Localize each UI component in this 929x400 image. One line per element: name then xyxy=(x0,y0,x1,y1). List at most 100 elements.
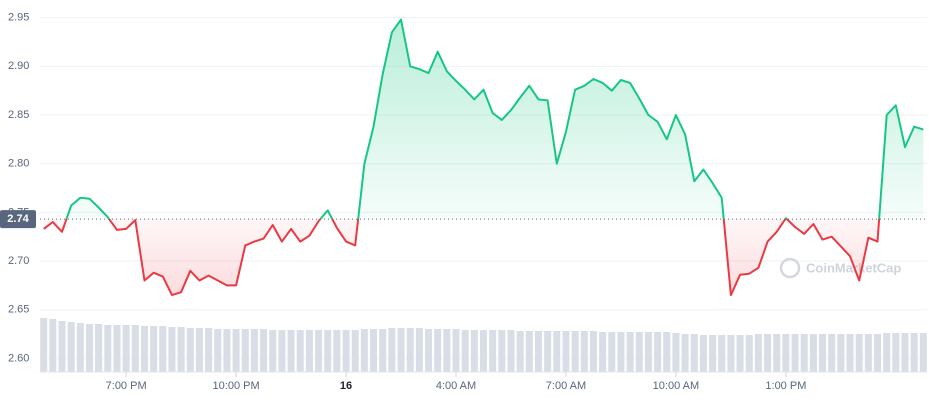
volume-bar xyxy=(571,331,579,372)
volume-bar xyxy=(672,333,680,372)
volume-bar xyxy=(498,330,506,372)
volume-bar xyxy=(260,329,268,372)
volume-bar xyxy=(296,330,304,372)
volume-bar xyxy=(150,326,158,372)
volume-bar xyxy=(223,329,231,372)
x-tick-label: 7:00 PM xyxy=(106,380,147,392)
x-tick-label: 1:00 PM xyxy=(765,380,806,392)
volume-bar xyxy=(736,335,744,372)
volume-bar xyxy=(406,328,414,372)
volume-bar xyxy=(709,335,717,372)
volume-bar xyxy=(562,331,570,372)
volume-bar xyxy=(315,330,323,372)
volume-bar xyxy=(342,330,350,372)
volume-bar xyxy=(205,328,213,372)
volume-bar xyxy=(791,334,799,372)
volume-bar xyxy=(525,331,533,372)
volume-bar xyxy=(49,319,57,372)
volume-bar xyxy=(883,333,891,372)
y-tick-label: 2.60 xyxy=(8,352,29,364)
area-fill xyxy=(43,19,924,296)
volume-bar xyxy=(415,328,423,372)
volume-bar xyxy=(608,332,616,372)
volume-bar xyxy=(589,331,597,372)
volume-bar xyxy=(379,329,387,372)
volume-bar xyxy=(370,329,378,372)
volume-bar xyxy=(534,331,542,372)
volume-bar xyxy=(333,330,341,372)
y-tick-label: 2.65 xyxy=(8,304,29,316)
volume-bar xyxy=(819,334,827,372)
x-tick-label: 10:00 PM xyxy=(213,380,260,392)
volume-bar xyxy=(324,330,332,372)
y-tick-label: 2.95 xyxy=(8,12,29,24)
volume-bar xyxy=(388,328,396,372)
volume-bar xyxy=(214,329,222,372)
volume-bar xyxy=(855,334,863,372)
volume-bar xyxy=(186,328,194,372)
volume-bar xyxy=(773,334,781,372)
volume-bar xyxy=(626,332,634,372)
volume-bar xyxy=(681,334,689,372)
volume-bar xyxy=(232,329,240,372)
x-tick-label: 10:00 AM xyxy=(653,380,699,392)
volume-bar xyxy=(168,327,176,372)
volume-bar xyxy=(470,330,478,372)
volume-bar xyxy=(580,331,588,372)
volume-bar xyxy=(489,330,497,372)
volume-bar xyxy=(782,334,790,372)
volume-bar xyxy=(113,325,121,372)
volume-bar xyxy=(104,325,112,372)
volume-bar xyxy=(828,334,836,372)
volume-bar xyxy=(195,328,203,372)
volume-bars xyxy=(40,318,927,372)
volume-bar xyxy=(443,329,451,372)
volume-bar xyxy=(919,333,927,372)
volume-bar xyxy=(617,332,625,372)
volume-bar xyxy=(140,326,148,372)
volume-bar xyxy=(516,331,524,372)
volume-bar xyxy=(287,330,295,372)
volume-bar xyxy=(159,326,167,372)
volume-bar xyxy=(553,331,561,372)
y-tick-label: 2.70 xyxy=(8,255,29,267)
volume-bar xyxy=(480,330,487,372)
volume-bar xyxy=(837,334,845,372)
volume-bar xyxy=(754,334,762,372)
volume-bar xyxy=(910,333,918,372)
volume-bar xyxy=(241,329,249,372)
volume-bar xyxy=(846,334,854,372)
volume-bar xyxy=(764,334,772,372)
volume-bar xyxy=(901,333,909,372)
x-tick-label: 16 xyxy=(340,380,352,392)
baseline-label-box xyxy=(0,210,36,229)
volume-bar xyxy=(67,322,75,372)
volume-bar xyxy=(727,335,735,372)
y-tick-label: 2.85 xyxy=(8,109,29,121)
x-tick-label: 4:00 AM xyxy=(436,380,476,392)
price-line xyxy=(43,18,924,297)
volume-bar xyxy=(269,330,277,372)
volume-bar xyxy=(644,332,652,372)
y-tick-label: 2.90 xyxy=(8,60,29,72)
volume-bar xyxy=(663,332,671,372)
volume-bar xyxy=(699,335,707,372)
volume-bar xyxy=(690,334,698,372)
baseline-label: 2.74 xyxy=(7,213,29,225)
volume-bar xyxy=(434,329,442,372)
volume-bar xyxy=(800,334,808,372)
volume-bar xyxy=(892,333,900,372)
volume-bar xyxy=(874,334,882,372)
volume-bar xyxy=(305,330,313,372)
watermark-logo xyxy=(779,257,801,279)
volume-bar xyxy=(544,331,552,372)
volume-bar xyxy=(809,334,817,372)
volume-bar xyxy=(360,329,368,372)
volume-bar xyxy=(718,335,726,372)
volume-bar xyxy=(85,324,93,372)
volume-bar xyxy=(40,318,48,372)
axes: 2.602.652.702.752.802.852.902.957:00 PM1… xyxy=(0,12,927,392)
volume-bar xyxy=(131,325,139,372)
volume-bar xyxy=(745,335,753,372)
